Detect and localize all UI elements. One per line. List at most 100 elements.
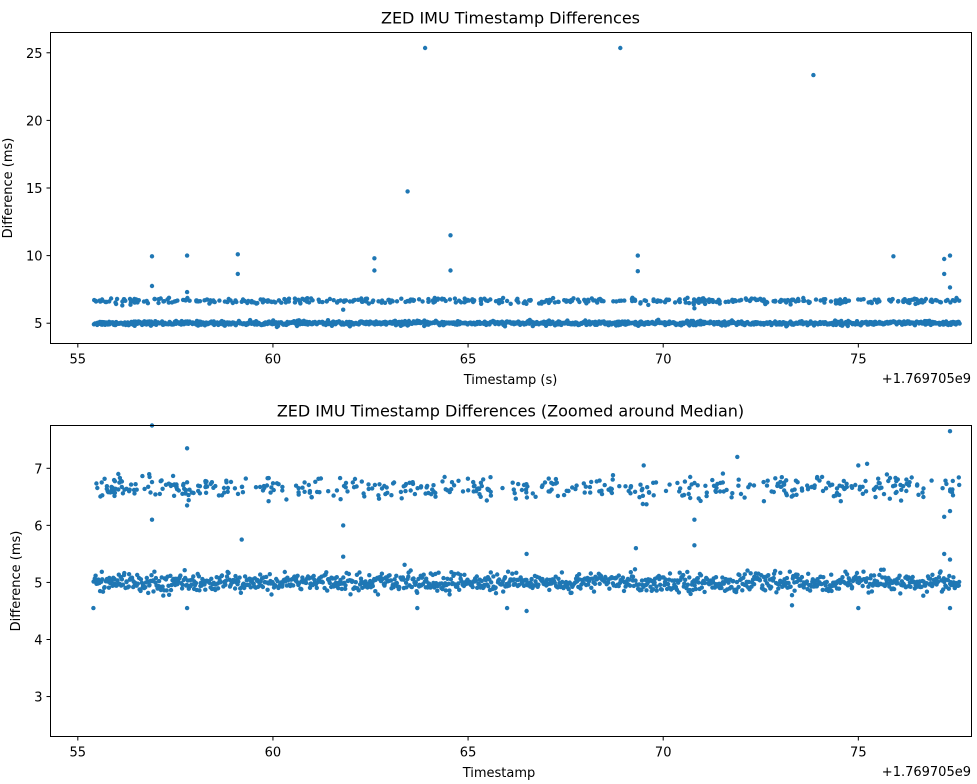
data-point <box>691 297 697 302</box>
data-point <box>871 573 877 578</box>
data-point <box>765 478 770 483</box>
data-point <box>549 480 554 485</box>
data-point <box>135 581 140 586</box>
data-point <box>324 570 329 575</box>
data-point <box>915 300 921 306</box>
data-point <box>276 298 282 303</box>
data-point <box>406 574 411 579</box>
data-point <box>644 502 649 507</box>
y-tick-label: 6 <box>34 519 42 534</box>
data-point <box>184 503 190 508</box>
data-point <box>102 585 107 590</box>
data-point <box>143 585 148 590</box>
data-point <box>168 573 173 578</box>
data-point <box>497 577 502 582</box>
data-point <box>269 485 274 490</box>
data-point <box>521 482 527 488</box>
data-point <box>442 474 447 480</box>
data-point <box>403 483 408 488</box>
data-point <box>516 582 522 588</box>
data-point <box>622 298 627 303</box>
data-point <box>377 482 382 487</box>
data-point <box>127 487 132 492</box>
data-point <box>872 297 877 302</box>
data-point <box>226 570 231 576</box>
data-point <box>102 476 107 481</box>
data-point <box>100 577 105 582</box>
data-point <box>258 572 263 577</box>
data-point <box>943 478 948 483</box>
data-point <box>273 300 278 305</box>
data-point <box>472 483 477 488</box>
data-point <box>343 586 348 591</box>
data-point <box>232 586 238 591</box>
data-point <box>336 586 341 591</box>
data-point <box>493 591 499 596</box>
data-point <box>356 588 361 593</box>
data-point <box>820 488 826 494</box>
data-point <box>264 483 270 488</box>
data-point <box>225 489 230 494</box>
data-point <box>871 487 877 492</box>
data-point <box>897 573 902 578</box>
data-point <box>696 496 701 501</box>
data-point <box>104 486 110 492</box>
data-point <box>714 485 719 491</box>
data-point <box>799 574 805 580</box>
data-point <box>334 488 340 493</box>
data-point <box>464 299 469 304</box>
data-point <box>184 605 190 611</box>
data-point <box>781 480 787 485</box>
data-point <box>861 569 866 574</box>
data-point <box>588 490 593 495</box>
data-point <box>746 485 751 490</box>
data-point <box>458 300 464 305</box>
data-point <box>233 573 238 579</box>
data-point <box>436 570 441 575</box>
data-point <box>170 473 176 479</box>
data-point <box>751 483 757 488</box>
data-point <box>303 580 309 586</box>
data-point <box>550 295 556 301</box>
data-point <box>687 575 692 580</box>
data-point <box>947 557 953 562</box>
data-point <box>595 300 600 305</box>
data-point <box>655 298 660 303</box>
data-point <box>689 482 694 487</box>
data-point <box>158 587 164 593</box>
data-point <box>942 256 947 262</box>
data-point <box>788 584 793 589</box>
data-point <box>108 296 114 301</box>
data-point <box>637 495 642 500</box>
data-point <box>415 486 420 491</box>
data-point <box>481 477 486 482</box>
data-point <box>784 493 789 498</box>
data-point <box>524 301 529 306</box>
data-point <box>948 489 953 494</box>
data-point <box>160 584 165 589</box>
data-point <box>491 574 496 579</box>
data-point <box>367 573 372 578</box>
data-point <box>193 580 199 586</box>
data-point <box>895 581 900 586</box>
data-point <box>133 482 138 487</box>
subplot-bottom: ZED IMU Timestamp Differences (Zoomed ar… <box>9 402 972 781</box>
data-point <box>114 296 120 302</box>
x-tick-label: 75 <box>850 353 867 368</box>
data-point <box>181 481 186 487</box>
data-point <box>771 575 776 581</box>
data-point <box>666 297 671 303</box>
data-point <box>844 572 850 577</box>
data-point <box>776 586 781 591</box>
data-point <box>164 588 169 593</box>
data-point <box>904 488 909 494</box>
data-point <box>650 587 656 592</box>
data-point <box>460 489 466 494</box>
data-point <box>952 585 957 591</box>
data-point <box>651 493 656 498</box>
data-point <box>149 254 155 259</box>
data-point <box>379 298 385 303</box>
data-point <box>577 299 582 305</box>
y-tick-label: 20 <box>26 114 43 129</box>
